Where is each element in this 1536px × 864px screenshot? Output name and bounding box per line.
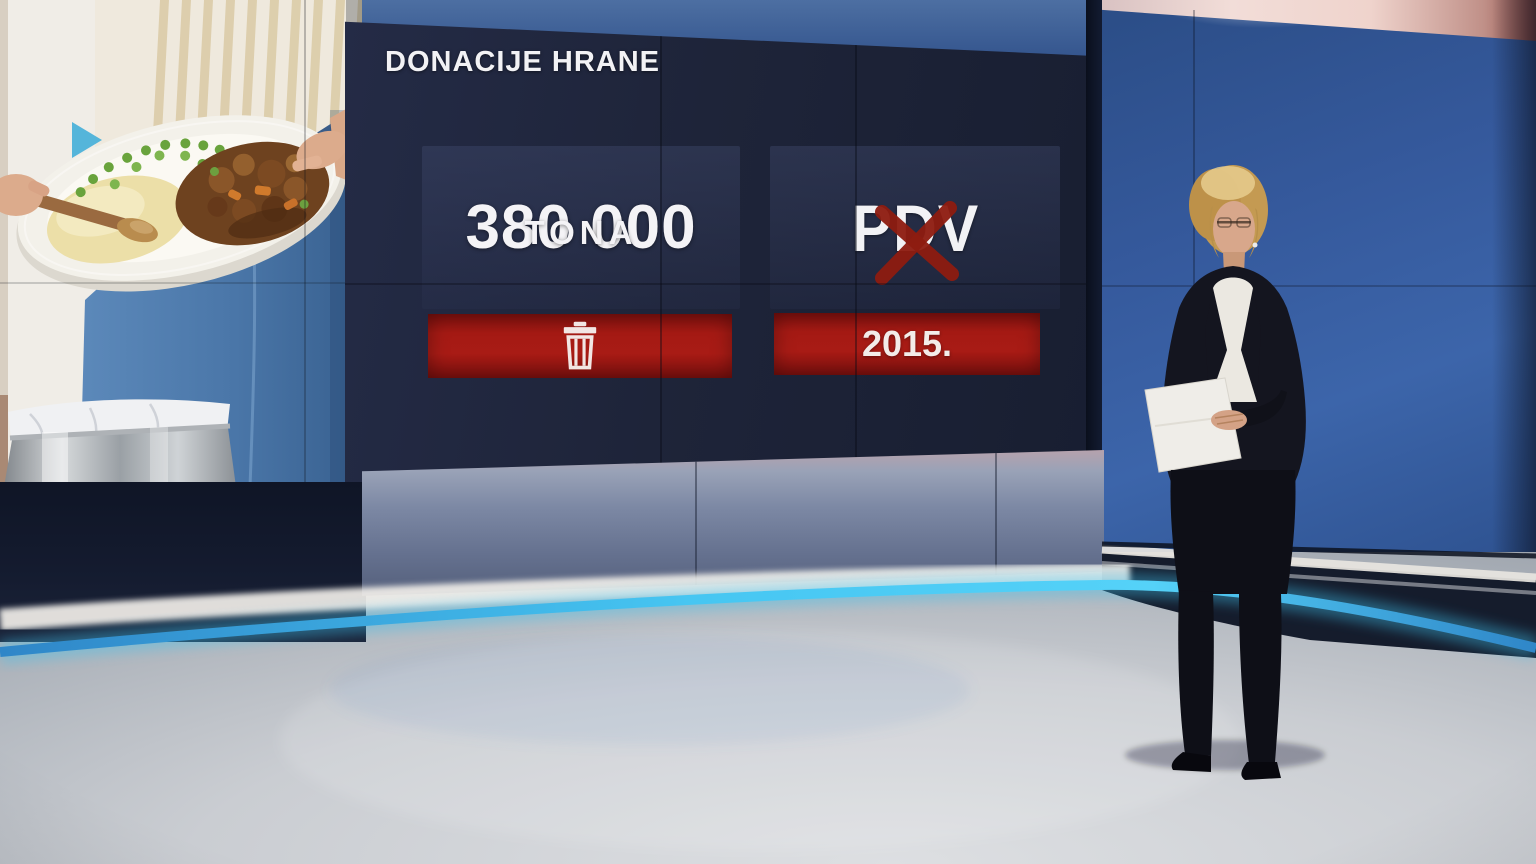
- stat-tile: [422, 146, 740, 309]
- cabinet-seam: [695, 450, 697, 596]
- wall-seam: [855, 21, 857, 494]
- plate-of-food: [16, 115, 346, 292]
- red-bar-trash: [428, 314, 732, 378]
- year-label: 2015.: [861, 323, 953, 364]
- presenter-pants: [1170, 470, 1296, 764]
- presenter-face: [1209, 201, 1259, 274]
- white-top: [1209, 277, 1257, 402]
- earring: [1252, 242, 1258, 248]
- cabinet-seam: [995, 450, 997, 596]
- stat-value: 380 000: [465, 192, 697, 262]
- infographic-wall: DONACIJE HRANE PDV 380 000 TONA 2015.: [345, 21, 1102, 494]
- red-x-icon: [875, 201, 959, 285]
- presenter: [1144, 165, 1306, 780]
- blue-triangle-marker: [72, 122, 102, 158]
- wall-seam: [1102, 285, 1536, 287]
- left-hand: [0, 174, 50, 216]
- glasses: [1217, 221, 1251, 224]
- stage-front: [0, 541, 1536, 850]
- presenter-shoes: [1171, 752, 1281, 780]
- wall-seam: [345, 283, 1102, 285]
- wall-seam: [660, 21, 662, 494]
- presenter-hands: [1211, 410, 1247, 430]
- stat-unit: TONA: [524, 213, 638, 251]
- trash-bin-icon: [563, 321, 597, 370]
- meat-stew: [175, 141, 330, 246]
- wall-seam: [304, 0, 306, 487]
- wall-seam: [0, 282, 362, 284]
- red-bar-year: 2015.: [774, 313, 1040, 375]
- stat-block: 380 000 TONA: [422, 146, 740, 309]
- studio-blue-wall: [1102, 0, 1536, 558]
- lit-ledge: [1101, 561, 1536, 595]
- wall-seam: [1193, 10, 1195, 546]
- food-waste-photo-illustration: [0, 0, 362, 487]
- led-strip-cyan: [0, 579, 1536, 657]
- food-waste-photo: [0, 0, 362, 487]
- papers: [1144, 377, 1242, 473]
- graphic-title: DONACIJE HRANE: [385, 46, 661, 78]
- tax-tile: PDV: [770, 146, 1060, 309]
- trash-can: [4, 399, 236, 487]
- wall-shadow-edge: [1492, 0, 1536, 558]
